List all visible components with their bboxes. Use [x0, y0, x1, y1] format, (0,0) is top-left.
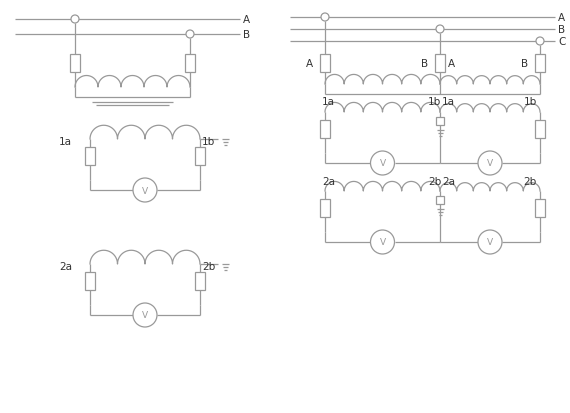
Text: A: A [448, 59, 455, 69]
Circle shape [370, 230, 394, 254]
Text: B: B [243, 30, 250, 40]
Bar [535, 55, 545, 73]
Bar [436, 118, 444, 126]
Bar [85, 147, 95, 166]
Text: A: A [558, 13, 565, 23]
Bar [185, 55, 195, 73]
Text: 2b: 2b [428, 177, 441, 187]
Text: B: B [558, 25, 565, 35]
Bar [535, 199, 545, 218]
Circle shape [370, 152, 394, 176]
Text: V: V [142, 311, 148, 320]
Text: V: V [487, 159, 493, 168]
Text: V: V [380, 238, 385, 247]
Text: C: C [558, 37, 565, 47]
Text: 2a: 2a [322, 177, 335, 187]
Bar [195, 147, 205, 166]
Bar [320, 199, 330, 218]
Bar [320, 121, 330, 139]
Text: 1a: 1a [322, 97, 335, 107]
Circle shape [321, 14, 329, 22]
Bar [195, 272, 205, 290]
Circle shape [478, 230, 502, 254]
Text: 1b: 1b [524, 97, 537, 107]
Text: 2b: 2b [202, 261, 215, 271]
Bar [70, 55, 80, 73]
Text: 1b: 1b [428, 97, 441, 107]
Bar [435, 55, 445, 73]
Text: 2a: 2a [442, 177, 455, 187]
Circle shape [478, 152, 502, 176]
Text: 2a: 2a [59, 261, 72, 271]
Bar [436, 197, 444, 204]
Circle shape [133, 303, 157, 327]
Text: 1b: 1b [202, 137, 215, 147]
Bar [85, 272, 95, 290]
Text: V: V [380, 159, 385, 168]
Text: A: A [306, 59, 313, 69]
Circle shape [436, 26, 444, 34]
Circle shape [186, 31, 194, 39]
Text: 1a: 1a [59, 137, 72, 147]
Text: 1a: 1a [442, 97, 455, 107]
Text: 2b: 2b [524, 177, 537, 187]
Bar [535, 121, 545, 139]
Text: V: V [487, 238, 493, 247]
Text: V: V [142, 186, 148, 195]
Circle shape [71, 16, 79, 24]
Bar [320, 55, 330, 73]
Text: B: B [421, 59, 428, 69]
Text: A: A [243, 15, 250, 25]
Circle shape [536, 38, 544, 46]
Circle shape [133, 178, 157, 202]
Text: B: B [521, 59, 528, 69]
